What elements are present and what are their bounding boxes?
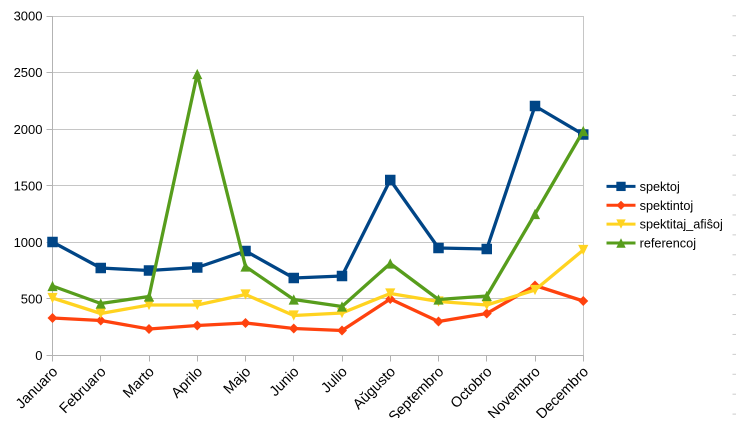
svg-text:2500: 2500 (14, 65, 43, 80)
svg-text:500: 500 (21, 292, 43, 307)
svg-text:0: 0 (35, 348, 42, 363)
svg-text:2000: 2000 (14, 122, 43, 137)
svg-text:referencoj: referencoj (640, 237, 696, 251)
svg-text:spektintoj: spektintoj (640, 199, 694, 213)
svg-text:spektoj: spektoj (640, 180, 680, 194)
svg-text:3000: 3000 (14, 9, 43, 24)
svg-text:spektitaj_afiŝoj: spektitaj_afiŝoj (640, 218, 723, 232)
svg-text:1500: 1500 (14, 178, 43, 193)
svg-text:1000: 1000 (14, 235, 43, 250)
